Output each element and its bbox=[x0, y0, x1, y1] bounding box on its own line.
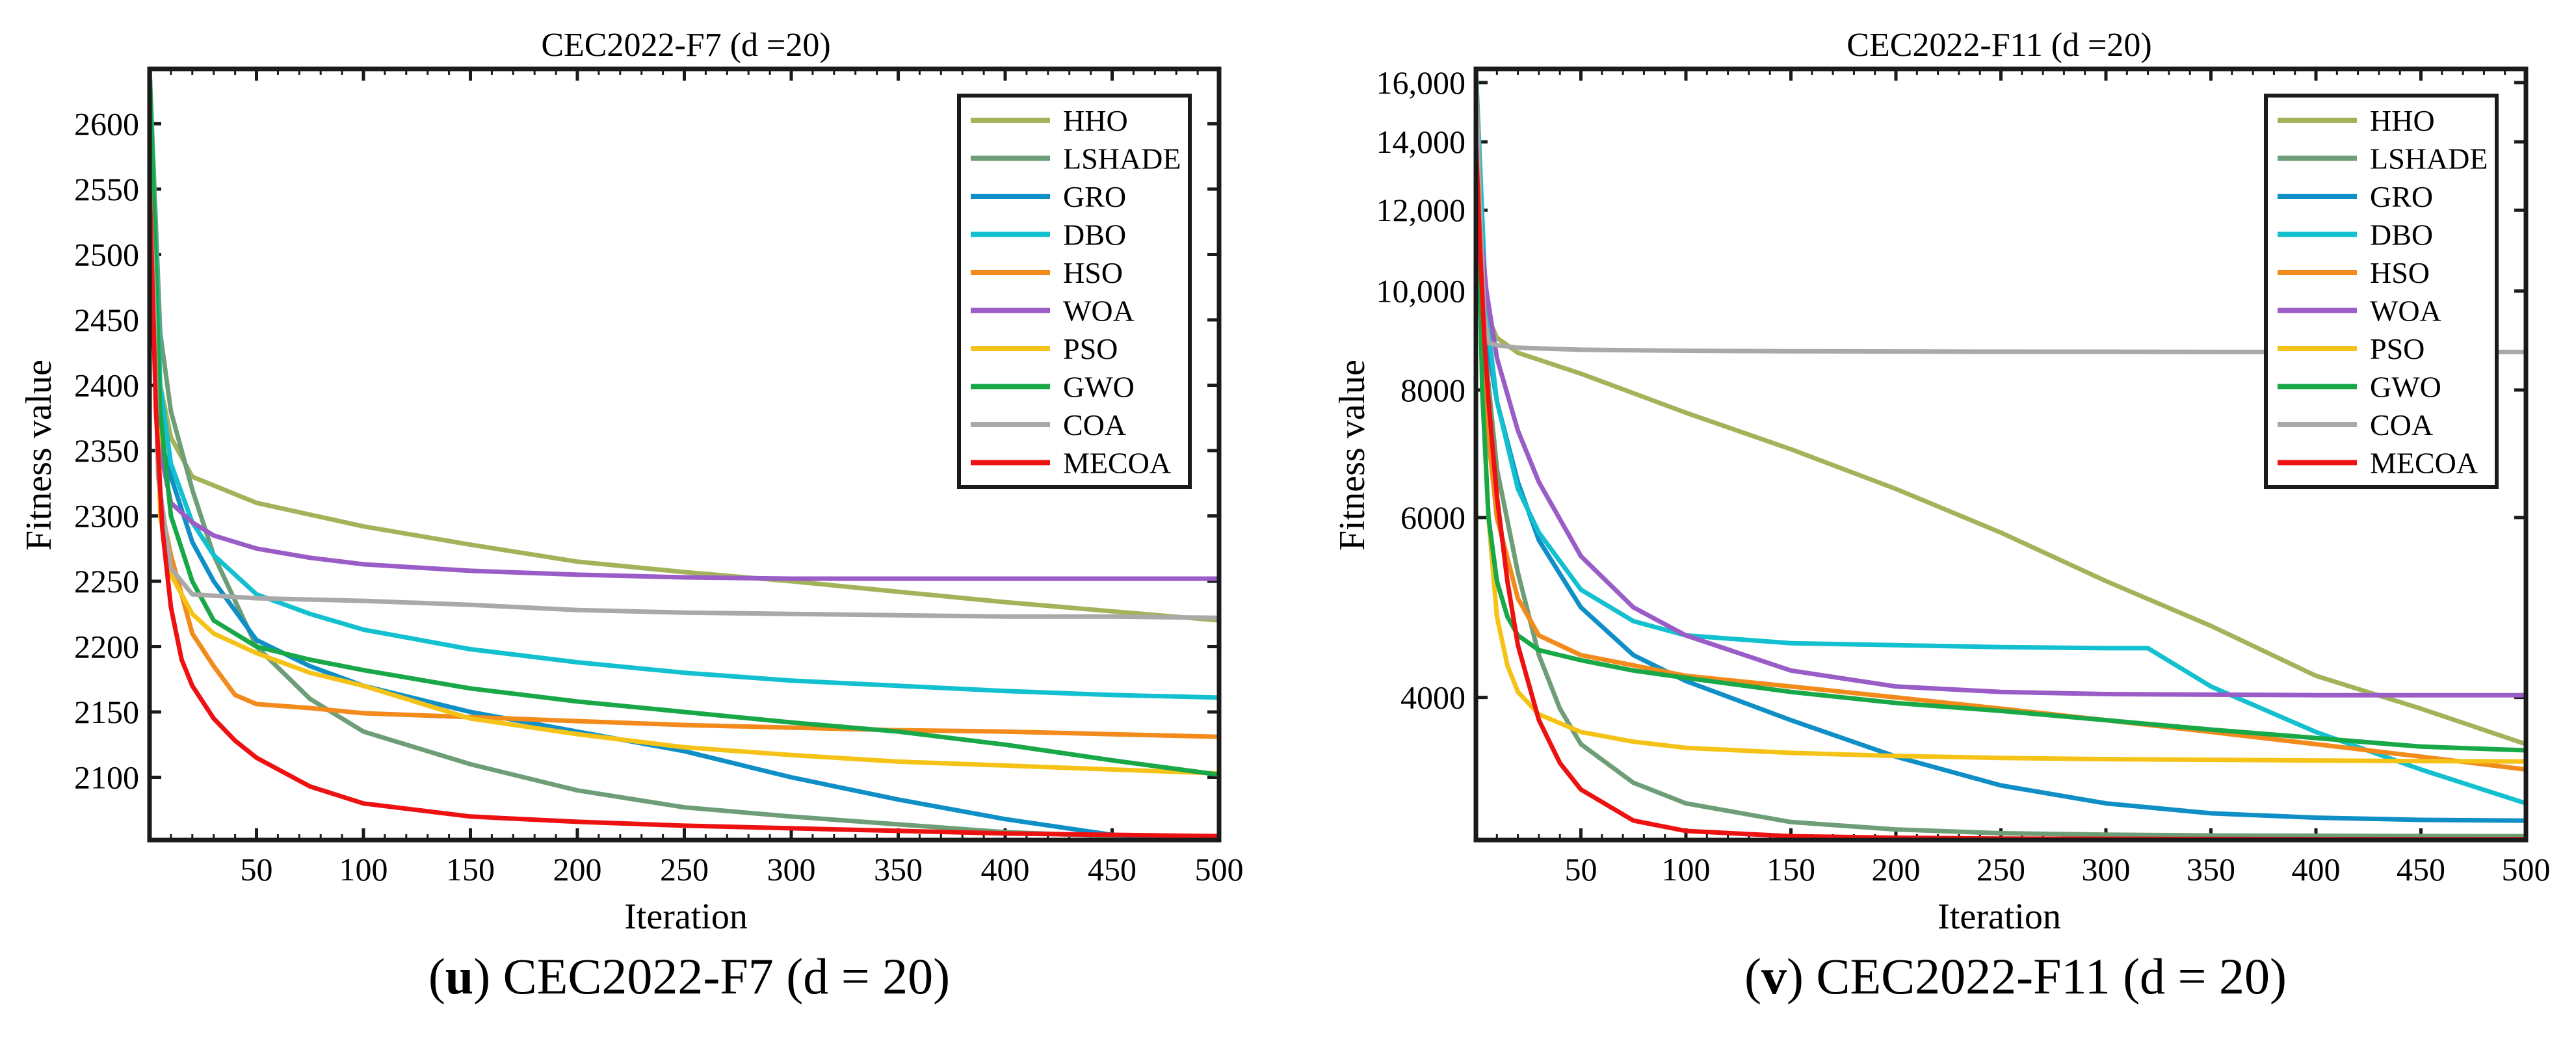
y-tick-label-f7: 2500 bbox=[74, 236, 139, 272]
y-tick-labels-f11: 4000 6000 8000 10,000 12,000 14,000 16,000 bbox=[1376, 64, 1466, 716]
legend-label-f7-hho: HHO bbox=[1063, 104, 1128, 137]
legend-label-f7-gwo: GWO bbox=[1063, 371, 1135, 404]
series-line-f11-gwo bbox=[1476, 69, 2526, 753]
series-line-f7-hho bbox=[150, 69, 1219, 623]
x-tick-label-f7: 250 bbox=[660, 851, 709, 888]
caption-text-f7: CEC2022-F7 (d = 20) bbox=[503, 948, 951, 1005]
y-tick-label-f7: 2550 bbox=[74, 171, 139, 207]
y-tick-labels-f7: 2100 2150 2200 2250 2300 2350 2400 2450 2500 2550… bbox=[74, 105, 139, 795]
x-tick-label-f11: 250 bbox=[1977, 851, 2025, 888]
x-tick-label-f7: 100 bbox=[339, 851, 388, 888]
series-line-f11-coa bbox=[1476, 80, 2526, 354]
y-tick-label-f7: 2400 bbox=[74, 367, 139, 403]
legend-label-f7-coa: COA bbox=[1063, 408, 1126, 441]
x-tick-label-f7: 150 bbox=[446, 851, 495, 888]
legend-label-f11-gwo: GWO bbox=[2370, 371, 2441, 404]
series-line-f7-woa bbox=[150, 69, 1219, 581]
x-tick-label-f11: 150 bbox=[1767, 851, 1815, 888]
y-axis-label-f11: Fitness value bbox=[1332, 360, 1373, 551]
series-line-f7-mecoa bbox=[150, 180, 1219, 839]
chart-panel-f7: CEC2022-F7 (d =20) 50 100 150 200 250 300 350 4… bbox=[19, 27, 1244, 937]
x-axis-label-f7: Iteration bbox=[624, 897, 748, 937]
series-line-f11-hso bbox=[1476, 69, 2526, 772]
series-line-f11-pso bbox=[1476, 69, 2526, 764]
y-tick-label-f7: 2250 bbox=[74, 563, 139, 599]
legend-label-f7-woa: WOA bbox=[1063, 295, 1135, 328]
y-tick-label-f11: 14,000 bbox=[1376, 124, 1466, 160]
legend-label-f7-gro: GRO bbox=[1063, 180, 1126, 213]
legend-label-f7-hso: HSO bbox=[1063, 256, 1123, 289]
x-tick-label-f11: 500 bbox=[2502, 851, 2551, 888]
y-tick-label-f7: 2100 bbox=[74, 759, 139, 796]
chart-title-f7: CEC2022-F7 (d =20) bbox=[541, 27, 830, 64]
x-tick-labels-f11: 50 100 150 200 250 300 350 400 450 500 bbox=[1565, 851, 2551, 888]
chart-panel-f11: CEC2022-F11 (d =20) 50 100 150 200 250 300 350… bbox=[1332, 27, 2551, 937]
legend-label-f11-hho: HHO bbox=[2370, 104, 2435, 137]
caption-text-f11: CEC2022-F11 (d = 20) bbox=[1816, 948, 2287, 1005]
legend-label-f11-hso: HSO bbox=[2370, 256, 2430, 289]
legend-label-f11-lshade: LSHADE bbox=[2370, 142, 2488, 176]
x-tick-label-f7: 450 bbox=[1088, 851, 1137, 888]
y-tick-label-f11: 12,000 bbox=[1376, 192, 1466, 228]
series-line-f7-pso bbox=[150, 69, 1219, 776]
series-line-f11-lshade bbox=[1476, 69, 2526, 839]
x-tick-label-f7: 400 bbox=[981, 851, 1030, 888]
y-tick-label-f7: 2600 bbox=[74, 105, 139, 142]
y-tick-label-f11: 10,000 bbox=[1376, 273, 1466, 309]
legend-label-f11-woa: WOA bbox=[2370, 295, 2441, 328]
y-tick-label-f7: 2350 bbox=[74, 432, 139, 469]
series-line-f7-hso bbox=[150, 69, 1219, 739]
legend-label-f7-dbo: DBO bbox=[1063, 218, 1126, 252]
x-tick-label-f7: 500 bbox=[1195, 851, 1244, 888]
x-tick-label-f11: 50 bbox=[1565, 851, 1597, 888]
series-line-f11-dbo bbox=[1476, 69, 2526, 806]
x-tick-label-f11: 200 bbox=[1872, 851, 1921, 888]
y-tick-label-f7: 2200 bbox=[74, 628, 139, 664]
series-lines-f7 bbox=[150, 69, 1219, 840]
y-tick-label-f11: 8000 bbox=[1400, 372, 1465, 408]
legend-f7: HHO LSHADE GRO DBO HSO WOA PSO GWO COA MECOA bbox=[957, 94, 1192, 489]
y-tick-label-f11: 6000 bbox=[1400, 499, 1465, 536]
series-line-f7-dbo bbox=[150, 69, 1219, 700]
x-tick-label-f11: 450 bbox=[2397, 851, 2445, 888]
plot-frame-f7 bbox=[147, 66, 1222, 843]
legend-label-f11-pso: PSO bbox=[2370, 332, 2425, 365]
caption-letter-f11: v bbox=[1761, 948, 1787, 1005]
x-tick-label-f11: 350 bbox=[2187, 851, 2235, 888]
legend-label-f11-gro: GRO bbox=[2370, 180, 2433, 213]
legend-label-f11-dbo: DBO bbox=[2370, 218, 2433, 252]
series-line-f7-lshade bbox=[150, 69, 1219, 840]
caption-f7: (u) CEC2022-F7 (d = 20) bbox=[428, 948, 951, 1005]
series-line-f7-gwo bbox=[150, 69, 1219, 777]
legend-label-f7-pso: PSO bbox=[1063, 332, 1118, 365]
x-tick-label-f7: 350 bbox=[874, 851, 923, 888]
series-line-f11-woa bbox=[1476, 179, 2526, 698]
y-tick-label-f11: 16,000 bbox=[1376, 64, 1466, 101]
caption-letter-f7: u bbox=[445, 948, 474, 1005]
x-tick-label-f7: 200 bbox=[553, 851, 602, 888]
x-tick-labels-f7: 50 100 150 200 250 300 350 400 450 500 bbox=[241, 851, 1244, 888]
y-tick-label-f7: 2300 bbox=[74, 497, 139, 534]
chart-title-f11: CEC2022-F11 (d =20) bbox=[1847, 27, 2151, 64]
x-axis-label-f11: Iteration bbox=[1938, 897, 2061, 937]
x-tick-label-f7: 300 bbox=[767, 851, 816, 888]
x-tick-label-f11: 100 bbox=[1662, 851, 1711, 888]
y-tick-label-f7: 2450 bbox=[74, 302, 139, 338]
legend-f11: HHO LSHADE GRO DBO HSO WOA PSO GWO COA MECOA bbox=[2264, 94, 2499, 489]
plot-frame-f11 bbox=[1473, 66, 2529, 843]
x-tick-label-f11: 400 bbox=[2292, 851, 2341, 888]
series-line-f7-gro bbox=[150, 69, 1219, 840]
x-tick-label-f7: 50 bbox=[241, 851, 273, 888]
y-tick-label-f7: 2150 bbox=[74, 694, 139, 730]
caption-f11: (v) CEC2022-F11 (d = 20) bbox=[1744, 948, 2287, 1005]
legend-label-f7-mecoa: MECOA bbox=[1063, 447, 1171, 480]
legend-label-f11-coa: COA bbox=[2370, 408, 2433, 441]
x-tick-label-f11: 300 bbox=[2082, 851, 2131, 888]
legend-label-f7-lshade: LSHADE bbox=[1063, 142, 1181, 176]
y-tick-label-f11: 4000 bbox=[1400, 679, 1465, 716]
y-axis-label-f7: Fitness value bbox=[19, 360, 59, 551]
legend-label-f11-mecoa: MECOA bbox=[2370, 447, 2478, 480]
